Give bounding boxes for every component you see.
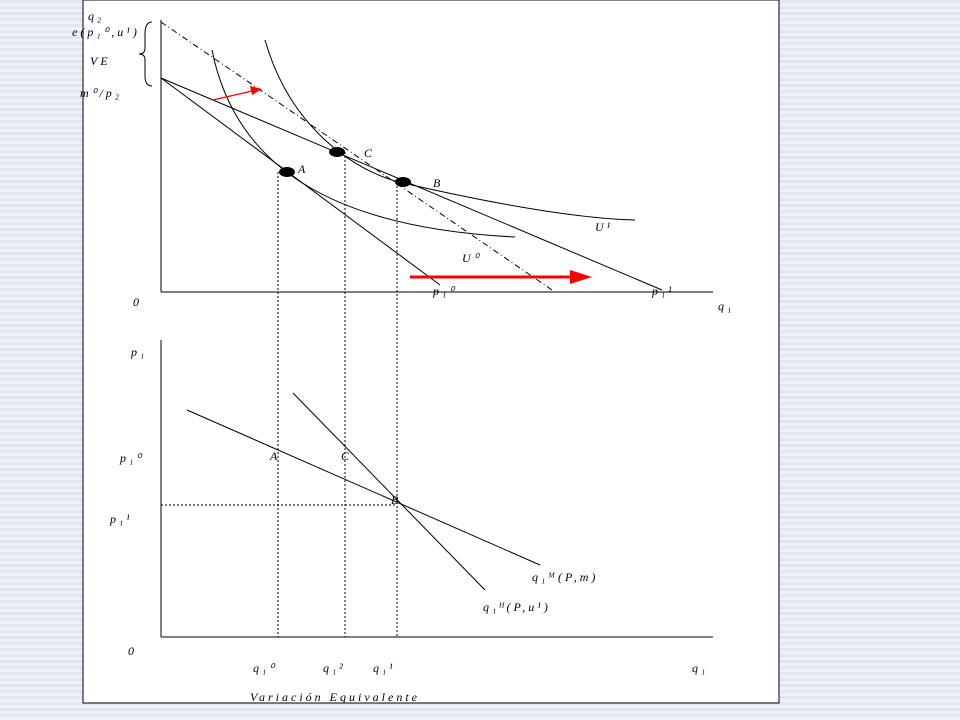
label: e(p₁⁰,u¹) — [72, 25, 140, 39]
label: B — [391, 493, 401, 507]
label: p₁⁰ — [119, 451, 144, 465]
arrow-head — [250, 86, 262, 95]
label: q₂ — [88, 9, 104, 23]
point — [395, 177, 411, 187]
demand-line — [186, 409, 541, 566]
label: q₁ — [692, 661, 708, 675]
label: 0 — [128, 644, 137, 658]
point — [279, 167, 295, 177]
label: U¹ — [595, 220, 613, 234]
label: q₁ᴹ(P,m) — [532, 570, 598, 584]
label: p₁ — [130, 345, 147, 359]
label: m⁰/p₂ — [80, 86, 122, 100]
label: q₁⁰ — [253, 661, 277, 675]
arrow-head — [570, 270, 592, 284]
label: VE — [90, 54, 111, 68]
label: C — [364, 146, 375, 160]
label: A — [297, 162, 308, 176]
demand-line — [292, 392, 486, 591]
label: p₁¹ — [109, 512, 133, 526]
label: B — [433, 176, 443, 190]
label: p₁¹ — [651, 284, 675, 298]
label: A — [269, 449, 280, 463]
label: U⁰ — [462, 251, 481, 265]
arrow — [212, 90, 253, 101]
label: q₁² — [323, 661, 346, 675]
label: 0 — [133, 295, 142, 309]
indifference-curve — [211, 49, 516, 238]
brace — [138, 21, 153, 87]
label: q₁ — [718, 299, 734, 313]
dash-dot-line — [160, 21, 553, 291]
point — [329, 147, 345, 157]
panel — [82, 0, 780, 704]
label: C — [341, 449, 352, 463]
budget-line — [160, 77, 663, 291]
label: q₁¹ — [373, 661, 396, 675]
label: q₁ᴴ(P,u¹) — [483, 600, 551, 614]
caption: Variación Equivalente — [250, 690, 420, 704]
label: p₁⁰ — [432, 284, 457, 298]
